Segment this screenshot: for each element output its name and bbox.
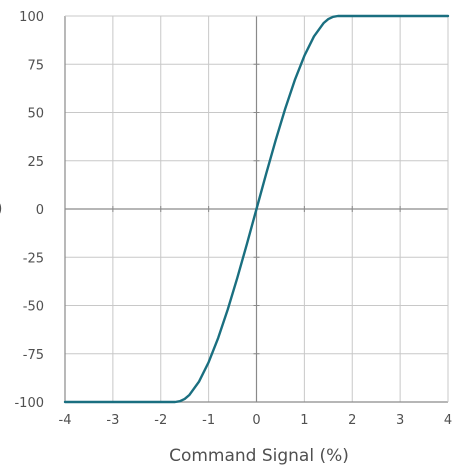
y-tick-label: -25 [23, 251, 44, 266]
y-tick-label: 75 [27, 58, 44, 73]
y-axis-title-fragment: ) [0, 199, 3, 219]
x-tick-label: 4 [444, 413, 452, 428]
x-tick-label: 1 [300, 413, 308, 428]
y-tick-label: 25 [27, 155, 44, 170]
x-tick-labels: -4 -3 -2 -1 0 1 2 3 4 [59, 413, 453, 428]
x-tick-label: 3 [396, 413, 404, 428]
y-tick-label: 50 [27, 107, 44, 122]
x-tick-label: -3 [106, 413, 119, 428]
y-tick-label: 100 [19, 10, 44, 25]
x-tick-label: -1 [202, 413, 215, 428]
series [63, 14, 450, 404]
series-line [63, 14, 450, 404]
y-tick-label: 0 [36, 203, 44, 218]
x-tick-label: 2 [348, 413, 356, 428]
x-tick-label: -2 [154, 413, 167, 428]
y-tick-label: -100 [14, 396, 44, 411]
y-tick-label: -75 [23, 348, 44, 363]
y-tick-label: -50 [23, 300, 44, 315]
x-tick-label: 0 [252, 413, 260, 428]
y-tick-labels: 100 75 50 25 0 -25 -50 -75 -100 [14, 10, 44, 411]
x-tick-label: -4 [59, 413, 72, 428]
x-axis-title: Command Signal (%) [169, 446, 349, 466]
